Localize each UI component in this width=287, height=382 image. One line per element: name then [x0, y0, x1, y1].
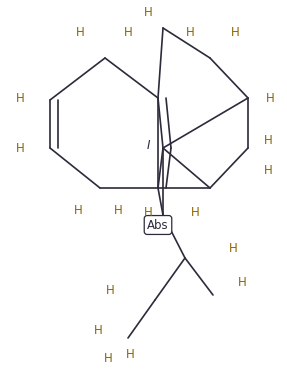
Text: H: H — [15, 141, 24, 154]
Text: Abs: Abs — [147, 219, 169, 231]
Text: H: H — [94, 324, 102, 337]
Text: H: H — [106, 283, 115, 296]
Text: H: H — [266, 92, 274, 105]
Text: H: H — [104, 351, 113, 364]
Text: H: H — [238, 277, 246, 290]
Text: H: H — [264, 133, 272, 147]
Text: H: H — [74, 204, 82, 217]
Text: H: H — [144, 206, 152, 219]
Text: I: I — [146, 139, 150, 152]
Text: H: H — [264, 163, 272, 176]
Text: H: H — [229, 241, 237, 254]
Text: H: H — [231, 26, 239, 39]
Text: H: H — [124, 26, 132, 39]
Text: H: H — [114, 204, 122, 217]
Text: H: H — [186, 26, 194, 39]
Text: H: H — [76, 26, 84, 39]
Text: H: H — [144, 5, 152, 18]
Text: H: H — [15, 92, 24, 105]
Text: H: H — [126, 348, 134, 361]
Text: H: H — [191, 206, 199, 219]
